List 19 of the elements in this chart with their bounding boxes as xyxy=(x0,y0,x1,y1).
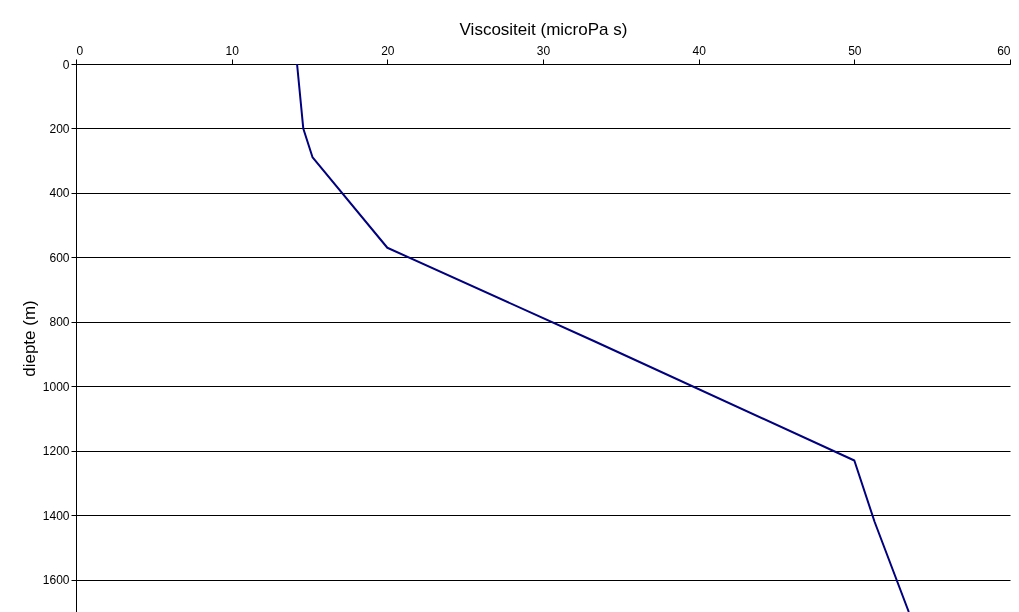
x-tick-label: 30 xyxy=(536,43,551,58)
y-axis-title: diepte (m) xyxy=(19,300,39,377)
x-tick-label: 60 xyxy=(997,43,1011,58)
y-tick-label: 800 xyxy=(49,315,70,330)
x-tick-label: 10 xyxy=(225,43,240,58)
x-tick-label: 0 xyxy=(76,43,84,58)
y-tick-label: 1000 xyxy=(42,379,70,394)
y-tick-label: 1600 xyxy=(42,573,70,588)
y-tick-label: 600 xyxy=(49,250,70,265)
y-tick-label: 200 xyxy=(49,121,70,136)
x-tick-label: 20 xyxy=(381,43,395,58)
y-tick-label: 0 xyxy=(62,57,70,72)
x-tick-label: 50 xyxy=(848,43,862,58)
y-tick-label: 1200 xyxy=(42,444,70,459)
x-tick-label: 40 xyxy=(692,43,707,58)
y-tick-label: 400 xyxy=(49,186,70,201)
x-axis-title: Viscositeit (microPa s) xyxy=(459,19,628,39)
y-tick-label: 1400 xyxy=(42,508,70,523)
line-series xyxy=(296,63,910,612)
